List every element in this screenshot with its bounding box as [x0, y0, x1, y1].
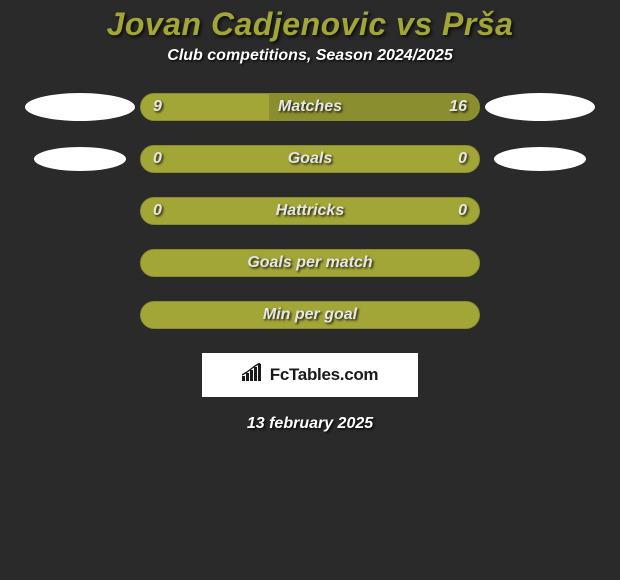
stat-label: Goals	[288, 150, 332, 168]
stat-row: 9 16 Matches	[0, 93, 620, 121]
stat-bar: Goals per match	[140, 249, 480, 277]
stat-left-value: 0	[153, 202, 162, 220]
stat-label: Matches	[278, 98, 342, 116]
stat-row: Min per goal	[0, 301, 620, 329]
chart-bars-icon	[242, 363, 264, 388]
stat-bar: 0 0 Goals	[140, 145, 480, 173]
stat-left-value: 9	[153, 98, 162, 116]
logo-box: FcTables.com	[202, 353, 418, 397]
stat-label: Min per goal	[263, 306, 357, 324]
date-text: 13 february 2025	[0, 415, 620, 433]
stat-left-value: 0	[153, 150, 162, 168]
player-left-ellipse	[34, 147, 126, 171]
player-right-ellipse	[494, 147, 586, 171]
stat-bar: Min per goal	[140, 301, 480, 329]
stat-row: 0 0 Goals	[0, 145, 620, 173]
stat-row: 0 0 Hattricks	[0, 197, 620, 225]
logo-text: FcTables.com	[270, 365, 379, 385]
stats-rows: 9 16 Matches 0 0 Goals 0 0 Hattricks Goals per ma…	[0, 93, 620, 329]
stat-right-value: 0	[458, 150, 467, 168]
stat-right-value: 16	[449, 98, 467, 116]
player-left-ellipse	[25, 93, 135, 121]
stat-bar: 0 0 Hattricks	[140, 197, 480, 225]
player-right-ellipse	[485, 93, 595, 121]
stat-right-value: 0	[458, 202, 467, 220]
comparison-subtitle: Club competitions, Season 2024/2025	[0, 47, 620, 65]
stat-label: Hattricks	[276, 202, 344, 220]
stat-label: Goals per match	[247, 254, 372, 272]
stat-bar: 9 16 Matches	[140, 93, 480, 121]
stat-row: Goals per match	[0, 249, 620, 277]
comparison-title: Jovan Cadjenovic vs Prša	[0, 0, 620, 47]
